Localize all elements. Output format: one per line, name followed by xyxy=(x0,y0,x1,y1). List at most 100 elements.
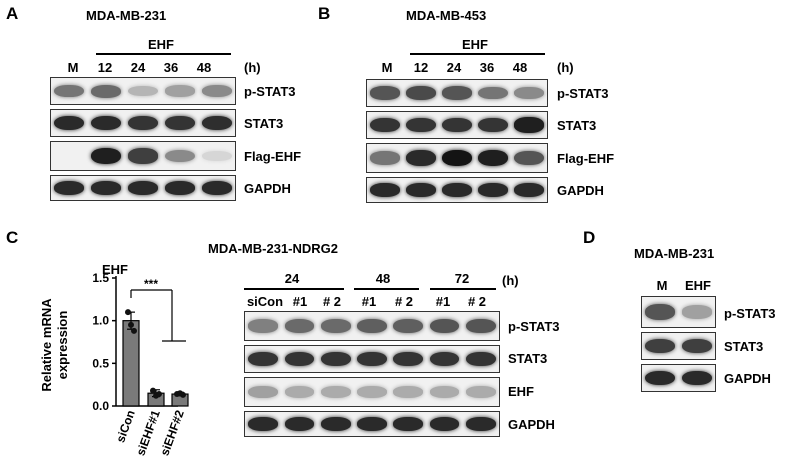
blot-band xyxy=(429,351,460,367)
blot-band xyxy=(681,305,712,319)
blot-band xyxy=(201,115,232,131)
blot-band xyxy=(393,318,424,334)
panel-c-line-24 xyxy=(244,288,344,290)
blot-band xyxy=(370,151,400,165)
panel-d-title: MDA-MB-231 xyxy=(634,246,715,261)
panel-c-time-24: 24 xyxy=(284,271,300,286)
panel-a-blot-pstat3 xyxy=(50,77,236,105)
panel-a-lane-5: 48 xyxy=(196,60,212,75)
blot-band xyxy=(465,386,496,398)
blot-band xyxy=(201,150,232,162)
panel-b-blot-flag-ehf xyxy=(366,143,548,173)
blot-band xyxy=(429,318,460,334)
blot-band xyxy=(645,370,676,386)
blot-band xyxy=(514,183,544,197)
blot-band xyxy=(320,417,351,431)
blot-band xyxy=(681,370,712,386)
panel-d-label-stat3: STAT3 xyxy=(724,339,764,354)
panel-d-lane-2: EHF xyxy=(685,278,711,293)
panel-label-c: C xyxy=(6,228,19,247)
data-point xyxy=(156,391,162,398)
blot-band xyxy=(406,86,436,100)
panel-c-line-48 xyxy=(354,288,419,290)
blot-band xyxy=(320,386,351,398)
blot-band xyxy=(54,115,85,131)
significance-stars: *** xyxy=(144,277,158,291)
chart-ylabel-line1: Relative mRNA xyxy=(39,298,54,392)
blot-band xyxy=(164,115,195,131)
blot-band xyxy=(91,181,122,195)
panel-a-lane-2: 12 xyxy=(97,60,113,75)
blot-band xyxy=(248,351,279,367)
data-point xyxy=(125,309,131,316)
panel-d-label-pstat3: p-STAT3 xyxy=(724,306,776,321)
panel-b-blot-pstat3 xyxy=(366,79,548,107)
panel-c-label-pstat3: p-STAT3 xyxy=(508,319,560,334)
blot-band xyxy=(514,150,544,166)
blot-band xyxy=(370,86,400,100)
panel-b-lane-5: 48 xyxy=(512,60,528,75)
blot-band xyxy=(284,386,315,398)
blot-band xyxy=(645,338,676,354)
panel-a-group-line xyxy=(96,53,231,55)
blot-band xyxy=(406,149,436,167)
panel-b-lane-1: M xyxy=(381,60,393,75)
panel-a-label-pstat3: p-STAT3 xyxy=(244,84,296,99)
blot-band xyxy=(248,319,279,333)
blot-band xyxy=(370,117,400,133)
blot-band xyxy=(357,386,387,398)
panel-c-blot-ehf xyxy=(244,377,500,407)
blot-band xyxy=(393,417,424,431)
chart-axes: 0.0 0.5 1.0 1.5 xyxy=(92,271,178,413)
blot-band xyxy=(442,117,472,133)
panel-c-lane-3: # 2 xyxy=(322,294,342,309)
panel-b-label-flag-ehf: Flag-EHF xyxy=(557,151,615,166)
x-tick-label: siCon xyxy=(113,408,138,444)
panel-label-d: D xyxy=(583,228,596,247)
panel-b-label-stat3: STAT3 xyxy=(557,118,597,133)
blot-band xyxy=(164,149,195,163)
panel-c-blot-pstat3 xyxy=(244,311,500,341)
blot-band xyxy=(164,181,195,195)
panel-d-blot-pstat3 xyxy=(641,296,716,328)
blot-band xyxy=(514,117,544,133)
blot-band xyxy=(465,318,496,334)
panel-c-lane-2: #1 xyxy=(292,294,308,309)
blot-band xyxy=(91,115,122,131)
blot-band xyxy=(465,417,496,431)
blot-band xyxy=(478,86,508,100)
panel-a-blot-flag-ehf xyxy=(50,141,236,171)
y-tick-label: 1.5 xyxy=(92,271,109,285)
data-point xyxy=(131,327,137,334)
chart-ylabel-line2: expression xyxy=(55,311,70,380)
panel-b-title: MDA-MB-453 xyxy=(406,8,487,23)
blot-band xyxy=(91,147,122,165)
blot-band xyxy=(164,85,195,97)
panel-a-blot-stat3 xyxy=(50,109,236,137)
blot-band xyxy=(465,351,496,367)
panel-a-label-stat3: STAT3 xyxy=(244,116,284,131)
data-point xyxy=(180,391,186,398)
panel-label-a: A xyxy=(6,4,19,23)
blot-band xyxy=(406,117,436,133)
panel-b-lane-4: 36 xyxy=(479,60,495,75)
blot-band xyxy=(284,351,315,367)
data-point xyxy=(150,387,156,394)
panel-c-lane-1: siCon xyxy=(246,294,284,309)
blot-band xyxy=(320,351,351,367)
panel-a-label-gapdh: GAPDH xyxy=(244,181,291,196)
panel-a-unit: (h) xyxy=(244,60,261,75)
blot-band xyxy=(248,417,279,431)
panel-c-lane-5: # 2 xyxy=(394,294,414,309)
panel-a-lane-1: M xyxy=(67,60,79,75)
blot-band xyxy=(320,319,351,333)
blot-band xyxy=(478,117,508,133)
panel-b-label-pstat3: p-STAT3 xyxy=(557,86,609,101)
panel-d-label-gapdh: GAPDH xyxy=(724,371,771,386)
panel-a-lane-4: 36 xyxy=(163,60,179,75)
panel-label-b: B xyxy=(318,4,331,23)
panel-b-lane-2: 12 xyxy=(413,60,429,75)
panel-c-unit: (h) xyxy=(502,273,519,288)
blot-band xyxy=(127,85,159,97)
